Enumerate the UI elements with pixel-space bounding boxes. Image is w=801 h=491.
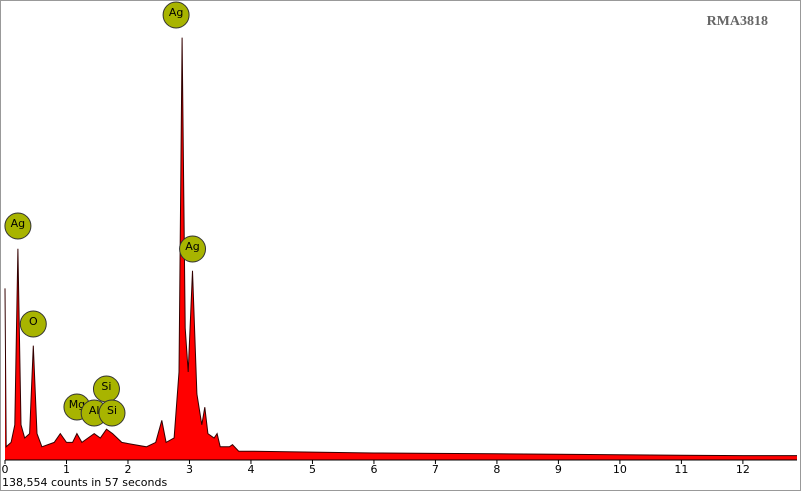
marker-label: O — [29, 315, 38, 328]
marker-label: Ag — [11, 217, 26, 230]
marker — [98, 399, 126, 427]
x-tick-label: 0 — [2, 463, 9, 476]
x-tick-label: 9 — [555, 463, 562, 476]
x-tick-label: 12 — [736, 463, 750, 476]
marker-label: Ag — [185, 240, 200, 253]
x-tick-label: 8 — [493, 463, 500, 476]
marker-label: Ag — [169, 6, 184, 19]
x-tick-label: 7 — [432, 463, 439, 476]
x-tick-label: 6 — [370, 463, 377, 476]
marker-label: Mg — [69, 398, 85, 411]
x-tick-label: 5 — [309, 463, 316, 476]
marker-label: Si — [107, 404, 117, 417]
footer: 138,554 counts in 57 seconds — [2, 476, 167, 489]
marker — [179, 235, 207, 263]
x-tick-label: 10 — [613, 463, 627, 476]
spectrum-outline — [4, 37, 797, 457]
marker-label: Si — [101, 380, 111, 393]
marker-label: Al — [89, 404, 100, 417]
marker — [19, 310, 47, 338]
x-tick-label: 11 — [674, 463, 688, 476]
x-tick-label: 1 — [63, 463, 70, 476]
chart-title: RMA3818 — [707, 14, 768, 29]
x-tick-label: 4 — [247, 463, 254, 476]
x-tick-label: 2 — [124, 463, 131, 476]
marker — [162, 1, 190, 29]
x-tick-label: 3 — [186, 463, 193, 476]
marker — [4, 212, 32, 240]
